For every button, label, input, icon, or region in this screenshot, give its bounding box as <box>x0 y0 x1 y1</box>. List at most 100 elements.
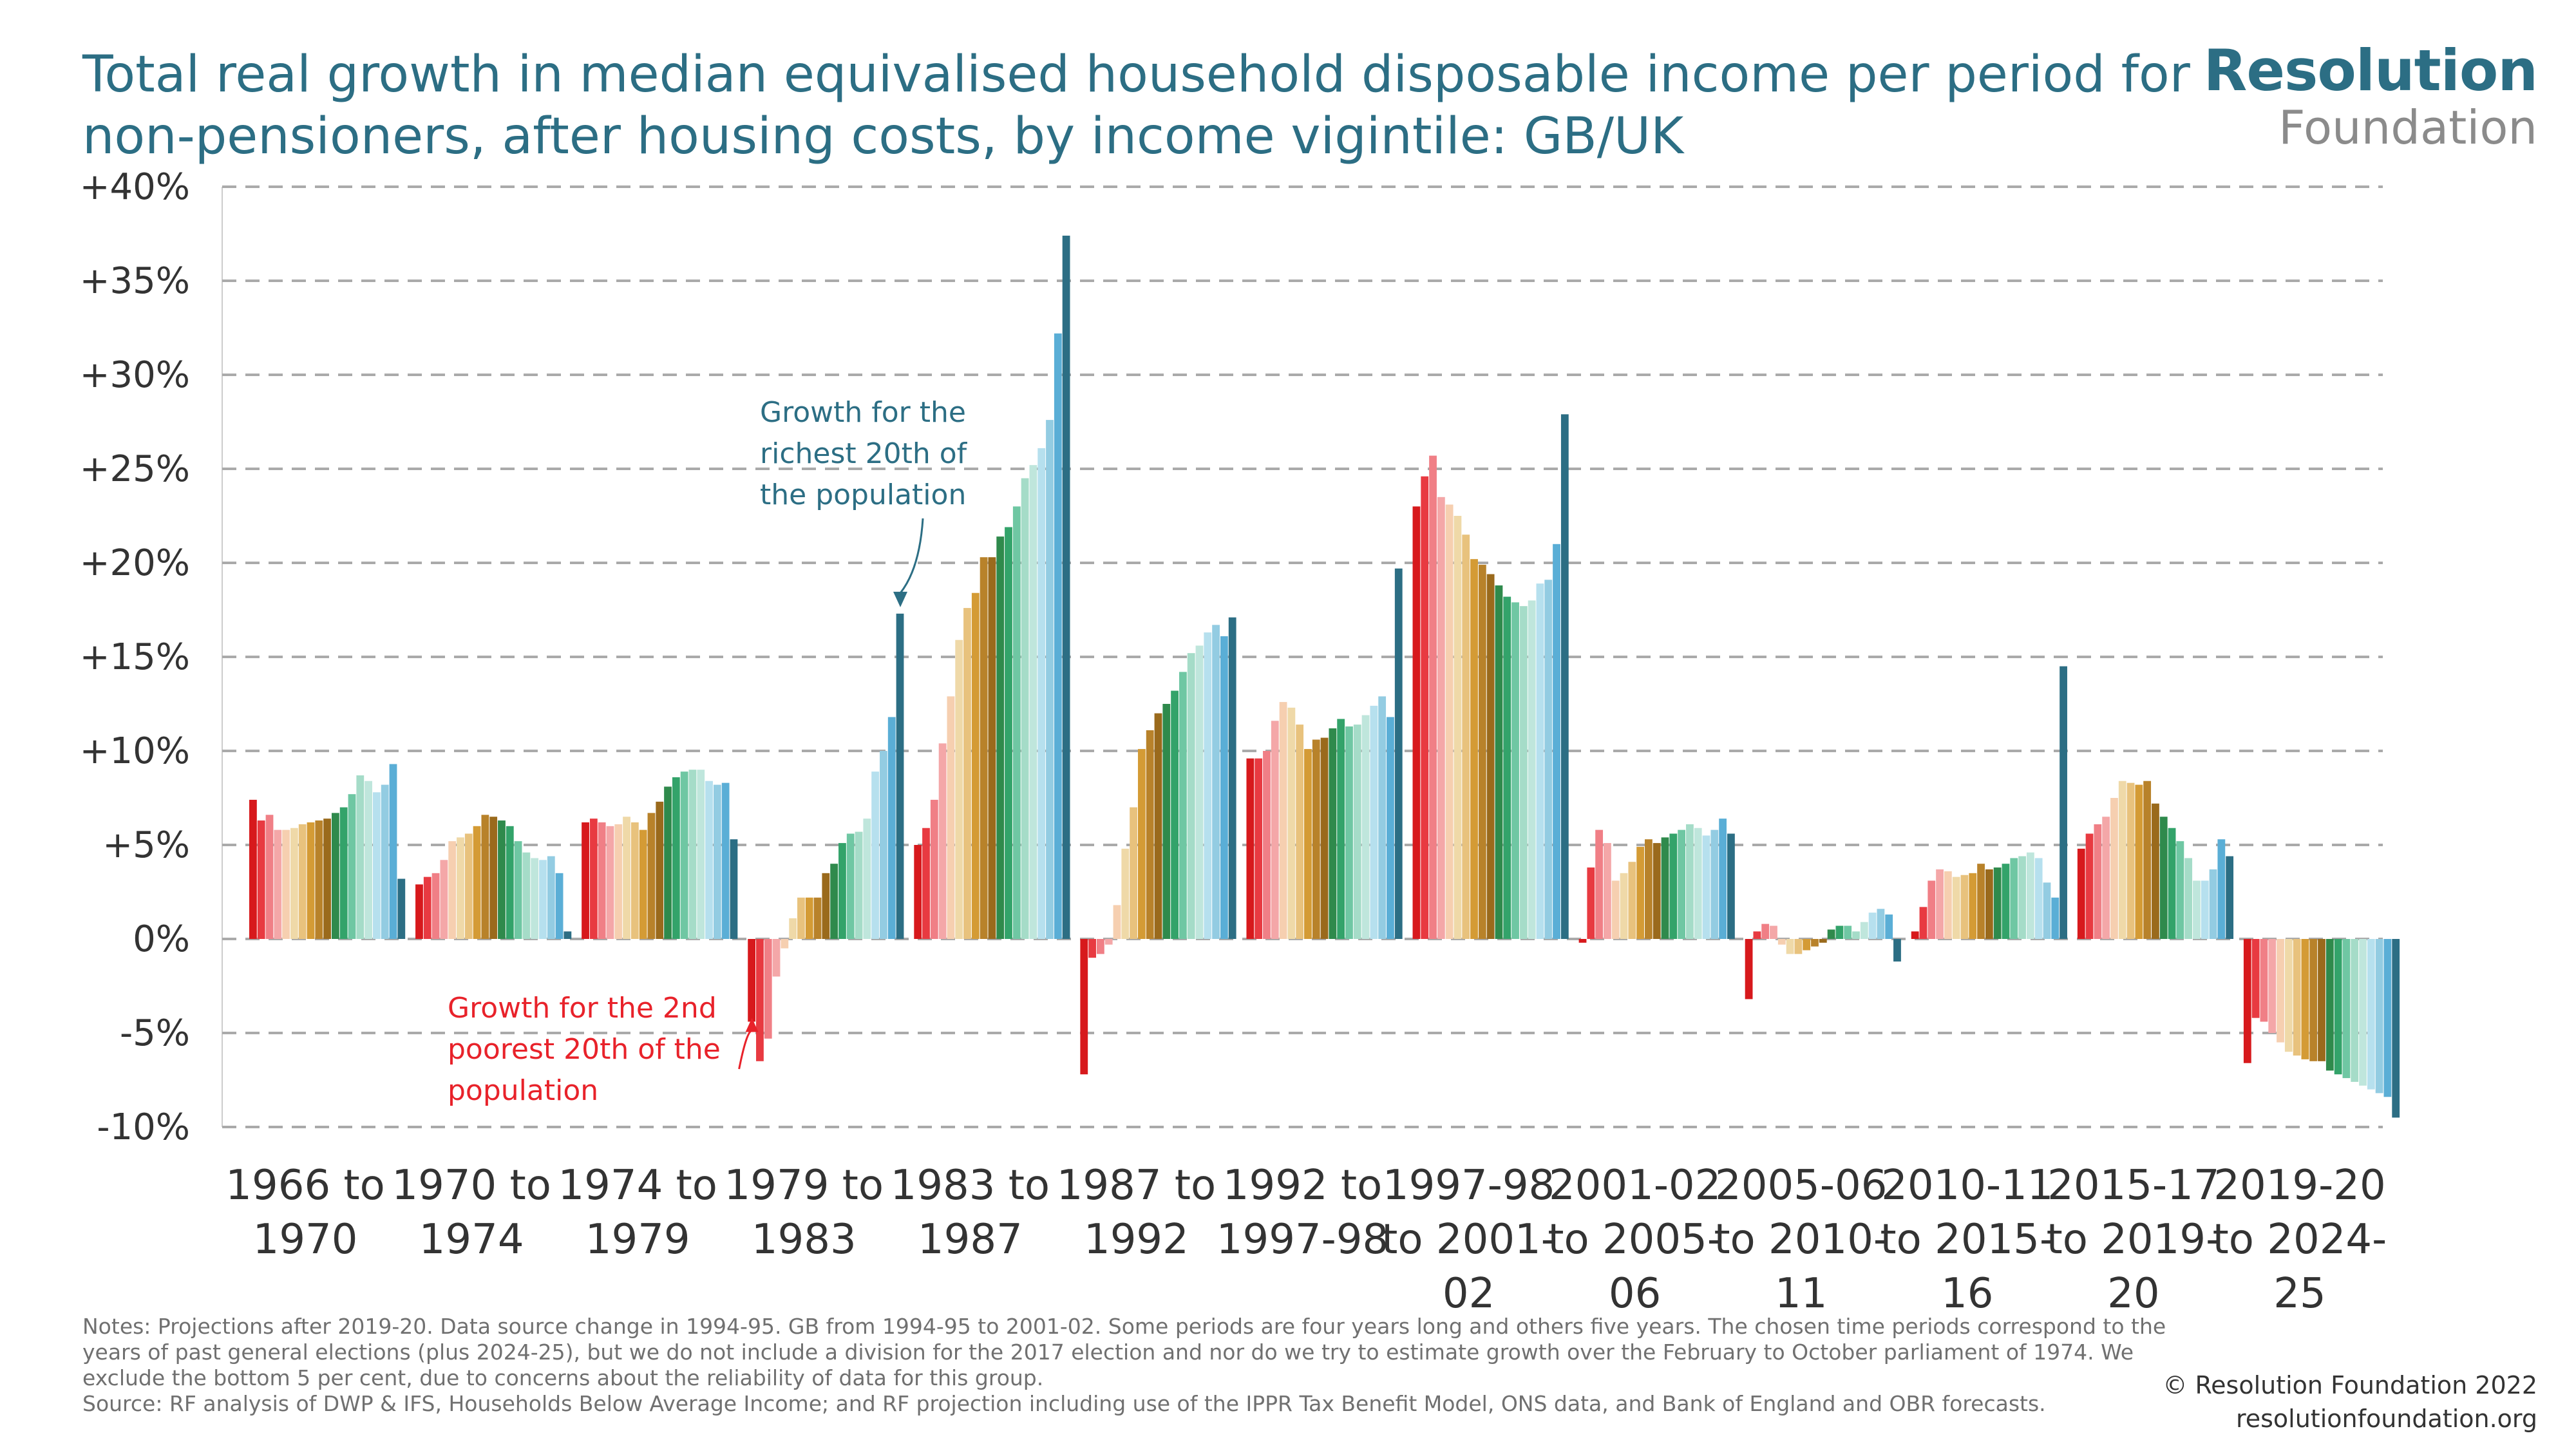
bar <box>1678 829 1686 939</box>
bar <box>1645 839 1653 939</box>
annotation-arrowhead <box>745 1018 759 1032</box>
gridlines <box>222 185 2383 1128</box>
x-category-label: 2019-20 <box>2213 1162 2385 1209</box>
bar <box>1528 600 1536 939</box>
bar <box>415 884 423 939</box>
bar-group-3 <box>748 613 904 1061</box>
bar <box>598 822 606 939</box>
bar <box>1753 931 1761 939</box>
bar <box>1204 632 1212 939</box>
bar <box>2309 939 2318 1061</box>
bar <box>339 807 348 939</box>
copyright-text: © Resolution Foundation 2022 <box>2163 1371 2537 1399</box>
bar <box>1345 726 1353 939</box>
x-category-label: 11 <box>1775 1270 1827 1314</box>
x-category-label: 1987 to <box>1057 1162 1216 1209</box>
bar <box>589 819 598 939</box>
bar <box>365 781 372 939</box>
y-tick-label: +10% <box>80 730 190 772</box>
x-category-label: 1997-98 <box>1383 1162 1555 1209</box>
bar <box>2383 939 2392 1097</box>
x-category-label: to 2024- <box>2213 1216 2387 1264</box>
bar <box>1553 544 1560 939</box>
bar <box>2102 817 2110 939</box>
bar <box>2135 784 2143 939</box>
bar <box>1794 939 1803 954</box>
bar <box>846 833 855 939</box>
bar <box>1378 696 1387 939</box>
annotation-arrowhead <box>893 591 908 607</box>
bar-group-7 <box>1412 414 1569 939</box>
bar <box>1486 574 1495 939</box>
bar <box>2209 869 2217 939</box>
notes-block: Notes: Projections after 2019-20. Data s… <box>82 1314 2169 1417</box>
bar <box>348 794 356 939</box>
x-category-label: 1979 <box>585 1216 690 1264</box>
bar <box>265 815 274 939</box>
bar <box>307 822 315 939</box>
x-category-label: to 2019- <box>2047 1216 2221 1264</box>
bar <box>838 843 846 939</box>
bar <box>440 860 448 939</box>
bar <box>896 613 904 939</box>
bar <box>1661 837 1669 939</box>
bar <box>2277 939 2284 1043</box>
bar <box>457 837 464 939</box>
bar <box>431 873 440 939</box>
bar <box>1187 653 1195 939</box>
bar <box>697 770 705 939</box>
annotation-text: the population <box>760 478 966 511</box>
y-tick-label: +40% <box>80 166 190 208</box>
logo-subtitle: Foundation <box>2278 100 2537 155</box>
x-category-label: 2005-06 <box>1715 1162 1887 1209</box>
bar <box>2268 939 2277 1033</box>
y-axis-ticks: +40% +35% +30% +25% +20% +15% +10% +5% 0% -5% -10% <box>80 166 190 1148</box>
x-category-label: to 2001- <box>1381 1216 1556 1264</box>
bar <box>2152 803 2159 939</box>
bar <box>1604 843 1611 939</box>
bar <box>1952 876 1960 939</box>
x-category-label: to 2015- <box>1880 1216 2055 1264</box>
bar <box>1985 869 1993 939</box>
bar <box>1852 931 1860 939</box>
bar <box>2159 817 2168 939</box>
bar <box>721 782 730 939</box>
bar <box>680 772 688 939</box>
bar <box>1786 939 1794 954</box>
bar <box>1877 909 1885 939</box>
bar <box>1519 606 1528 939</box>
logo-name: Resolution <box>2203 37 2538 104</box>
x-category-label: 20 <box>2107 1270 2159 1314</box>
bar <box>249 799 257 939</box>
bar <box>1021 478 1029 939</box>
bar <box>1454 516 1462 939</box>
bar <box>2193 880 2201 939</box>
x-category-label: 1992 to <box>1223 1162 1382 1209</box>
y-tick-label: +25% <box>80 448 190 490</box>
bar <box>2293 939 2301 1056</box>
bar <box>756 939 764 1061</box>
bar <box>2217 839 2226 939</box>
bar <box>855 831 863 939</box>
y-tick-label: -10% <box>97 1106 190 1148</box>
bar <box>1279 702 1287 939</box>
bar <box>988 557 996 939</box>
bar <box>1770 925 1777 939</box>
bar <box>1835 925 1844 939</box>
bar <box>522 852 531 939</box>
bar <box>863 819 871 939</box>
x-category-label: 2010-11 <box>1881 1162 2053 1209</box>
bar <box>1037 448 1046 939</box>
x-category-label: 2015-17 <box>2047 1162 2219 1209</box>
bar <box>1669 833 1678 939</box>
bar <box>1171 690 1179 939</box>
bar <box>1287 707 1296 939</box>
annotation-leader <box>899 518 924 594</box>
bar <box>2094 824 2102 939</box>
bar <box>1777 939 1786 945</box>
bar <box>1137 749 1146 939</box>
bar-group-11 <box>2077 781 2234 939</box>
y-tick-label: -5% <box>120 1012 190 1054</box>
bar <box>1429 455 1437 939</box>
y-tick-label: +35% <box>80 260 190 302</box>
